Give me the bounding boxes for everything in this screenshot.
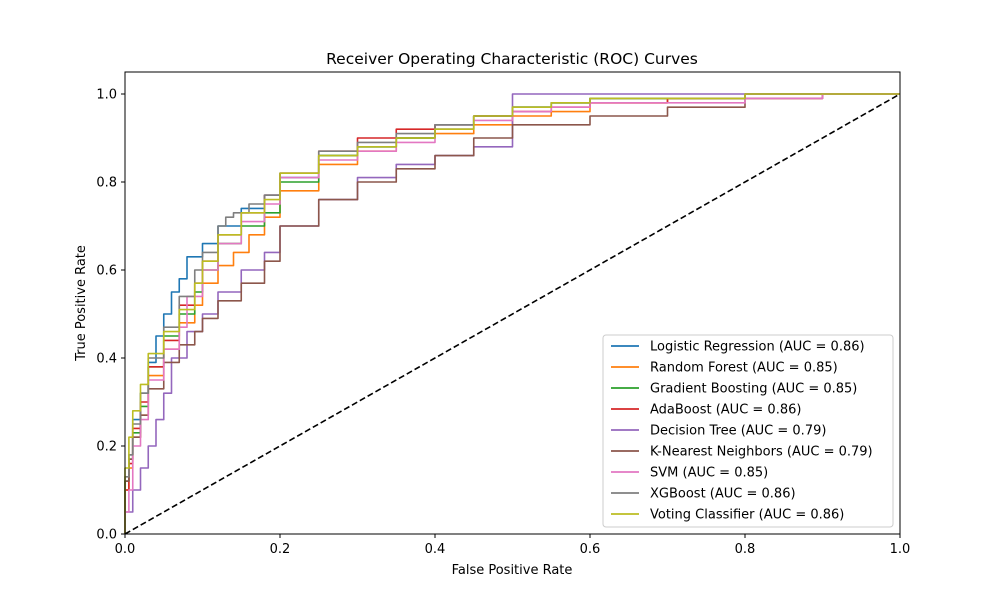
roc-curve-6 [124, 93, 900, 534]
roc-curve-5 [124, 93, 900, 534]
x-tick-label: 0.6 [580, 542, 601, 557]
legend-item: Logistic Regression (AUC = 0.86) [611, 340, 865, 355]
x-axis: 0.0 0.2 0.4 0.6 0.8 1.0 [115, 534, 911, 557]
roc-curve-8 [124, 93, 900, 534]
legend-label: XGBoost (AUC = 0.86) [650, 487, 796, 502]
legend-item: Decision Tree (AUC = 0.79) [611, 424, 826, 439]
legend-item: AdaBoost (AUC = 0.86) [611, 403, 801, 418]
x-tick-label: 0.0 [115, 542, 136, 557]
series-layer [124, 93, 901, 535]
legend-items: Logistic Regression (AUC = 0.86) Random F… [611, 340, 873, 523]
legend-label: Random Forest (AUC = 0.85) [650, 361, 838, 376]
y-tick-label: 1.0 [96, 88, 117, 103]
x-tick-label: 0.4 [425, 542, 446, 557]
legend-item: XGBoost (AUC = 0.86) [611, 487, 796, 502]
legend-label: Voting Classifier (AUC = 0.86) [650, 508, 844, 523]
y-tick-label: 0.6 [96, 264, 117, 279]
y-tick-label: 0.8 [96, 176, 117, 191]
roc-curve-4 [124, 93, 900, 534]
plot-area [124, 71, 901, 535]
legend-item: K-Nearest Neighbors (AUC = 0.79) [611, 445, 873, 460]
x-tick-label: 0.8 [735, 542, 756, 557]
y-tick-label: 0.0 [96, 528, 117, 543]
legend-item: Random Forest (AUC = 0.85) [611, 361, 838, 376]
legend-box [602, 334, 894, 528]
legend-label: K-Nearest Neighbors (AUC = 0.79) [650, 445, 873, 460]
y-axis: 0.0 0.2 0.4 0.6 0.8 1.0 [96, 88, 125, 543]
y-tick-label: 0.2 [96, 440, 117, 455]
legend-item: Gradient Boosting (AUC = 0.85) [611, 382, 857, 397]
x-tick-label: 0.2 [270, 542, 291, 557]
legend: Logistic Regression (AUC = 0.86) Random F… [602, 334, 894, 528]
legend-label: SVM (AUC = 0.85) [650, 466, 768, 481]
x-axis-label: False Positive Rate [452, 563, 573, 578]
chart-title: Receiver Operating Characteristic (ROC) … [326, 50, 698, 68]
legend-label: Logistic Regression (AUC = 0.86) [650, 340, 865, 355]
legend-label: Decision Tree (AUC = 0.79) [650, 424, 826, 439]
legend-item: Voting Classifier (AUC = 0.86) [611, 508, 844, 523]
y-axis-label: True Positive Rate [74, 245, 89, 362]
legend-item: SVM (AUC = 0.85) [611, 466, 768, 481]
legend-label: AdaBoost (AUC = 0.86) [650, 403, 801, 418]
x-tick-label: 1.0 [890, 542, 911, 557]
legend-label: Gradient Boosting (AUC = 0.85) [650, 382, 857, 397]
y-tick-label: 0.4 [96, 352, 117, 367]
chance-baseline [124, 93, 901, 535]
plot-frame [124, 71, 901, 535]
